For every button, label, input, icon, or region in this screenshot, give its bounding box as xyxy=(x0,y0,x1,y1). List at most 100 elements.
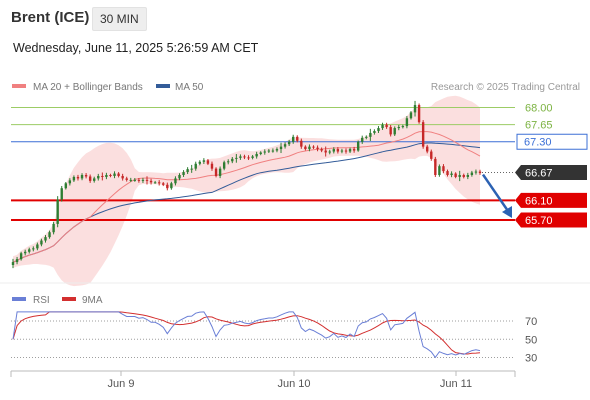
candle-body xyxy=(308,146,311,150)
candle xyxy=(393,126,396,137)
candle-body xyxy=(194,163,197,169)
candle xyxy=(369,128,372,141)
candle xyxy=(210,161,214,171)
candle-body xyxy=(11,262,15,265)
candle xyxy=(97,173,100,181)
candle-body xyxy=(263,151,266,153)
candle xyxy=(478,169,482,175)
candle-body xyxy=(430,151,433,159)
candle-body xyxy=(44,237,47,241)
candle xyxy=(292,134,295,144)
candle xyxy=(218,166,222,179)
candle-body xyxy=(88,176,92,181)
candle xyxy=(235,154,238,163)
candle-body xyxy=(40,240,43,245)
candle-body xyxy=(145,179,149,181)
candle-body xyxy=(239,156,242,158)
candle xyxy=(466,172,470,180)
candle xyxy=(430,149,433,161)
legend-label-ma20: MA 20 + Bollinger Bands xyxy=(33,82,143,93)
forecast-arrow-shaft xyxy=(481,173,510,212)
candle-body xyxy=(202,160,206,162)
candle-body xyxy=(231,158,234,162)
candle xyxy=(356,140,360,152)
candle xyxy=(133,178,137,182)
candle xyxy=(259,151,262,156)
candle xyxy=(170,181,173,190)
candle xyxy=(88,174,92,183)
credit-label: Research © 2025 Trading Central xyxy=(431,82,580,93)
candle xyxy=(93,176,96,183)
candle xyxy=(80,173,84,181)
candle-body xyxy=(385,124,388,128)
candle-body xyxy=(109,175,112,176)
price-level-65-70: 65.70 xyxy=(11,212,587,228)
candle-body xyxy=(23,251,27,254)
candle-body xyxy=(320,149,323,151)
candle xyxy=(36,242,39,251)
ma20-line xyxy=(12,131,481,263)
legend-swatch-ma50 xyxy=(156,84,170,88)
candle xyxy=(137,178,141,183)
candle-body xyxy=(450,173,453,175)
candle xyxy=(365,135,368,140)
candle-body xyxy=(377,128,380,131)
candle-body xyxy=(397,127,400,129)
candle xyxy=(84,173,88,179)
candle-body xyxy=(292,136,295,142)
level-label: 66.10 xyxy=(525,195,553,207)
candle xyxy=(320,147,323,153)
candle-body xyxy=(129,179,132,181)
candle-body xyxy=(267,150,271,152)
candle xyxy=(373,129,376,135)
candle xyxy=(332,147,336,154)
candle-body xyxy=(381,124,384,129)
candle xyxy=(450,171,453,178)
candle xyxy=(271,148,275,153)
candle-body xyxy=(93,178,96,181)
candle-body xyxy=(243,156,246,158)
x-tick-label: Jun 9 xyxy=(108,378,135,390)
candle-body xyxy=(458,175,461,177)
candle-body xyxy=(170,183,173,189)
candle-body xyxy=(153,182,157,184)
candle-body xyxy=(279,146,283,150)
level-label: 67.30 xyxy=(524,137,552,149)
candle xyxy=(182,170,185,177)
candle-body xyxy=(48,232,51,238)
timeframe-badge[interactable]: 30 MIN xyxy=(92,7,147,31)
candle xyxy=(239,154,242,160)
candle-body xyxy=(283,144,287,147)
candle-body xyxy=(401,126,405,128)
x-tick-label: Jun 11 xyxy=(440,378,472,390)
candle xyxy=(178,173,181,181)
candle xyxy=(389,125,392,137)
candle xyxy=(121,173,124,181)
candle-body xyxy=(352,149,356,151)
candle xyxy=(377,126,380,133)
candle xyxy=(446,169,449,177)
legend-swatch-ma20 xyxy=(12,84,26,88)
candle-body xyxy=(462,175,465,177)
candle xyxy=(56,196,59,228)
candle xyxy=(417,103,421,124)
candle-body xyxy=(356,141,360,151)
candle xyxy=(227,159,230,165)
candle-body xyxy=(405,118,409,127)
candle-body xyxy=(218,168,222,176)
candle-body xyxy=(76,176,80,179)
candle-body xyxy=(296,136,299,141)
candle-body xyxy=(101,175,104,177)
candle xyxy=(15,256,19,265)
candle-body xyxy=(259,152,262,154)
candle-body xyxy=(32,248,35,250)
candle-body xyxy=(373,130,376,133)
candle-body xyxy=(105,175,108,177)
candle xyxy=(251,154,254,160)
candle xyxy=(149,178,153,185)
candle xyxy=(324,146,327,157)
candle-body xyxy=(340,150,344,152)
candle xyxy=(72,175,76,182)
candle xyxy=(385,122,388,129)
